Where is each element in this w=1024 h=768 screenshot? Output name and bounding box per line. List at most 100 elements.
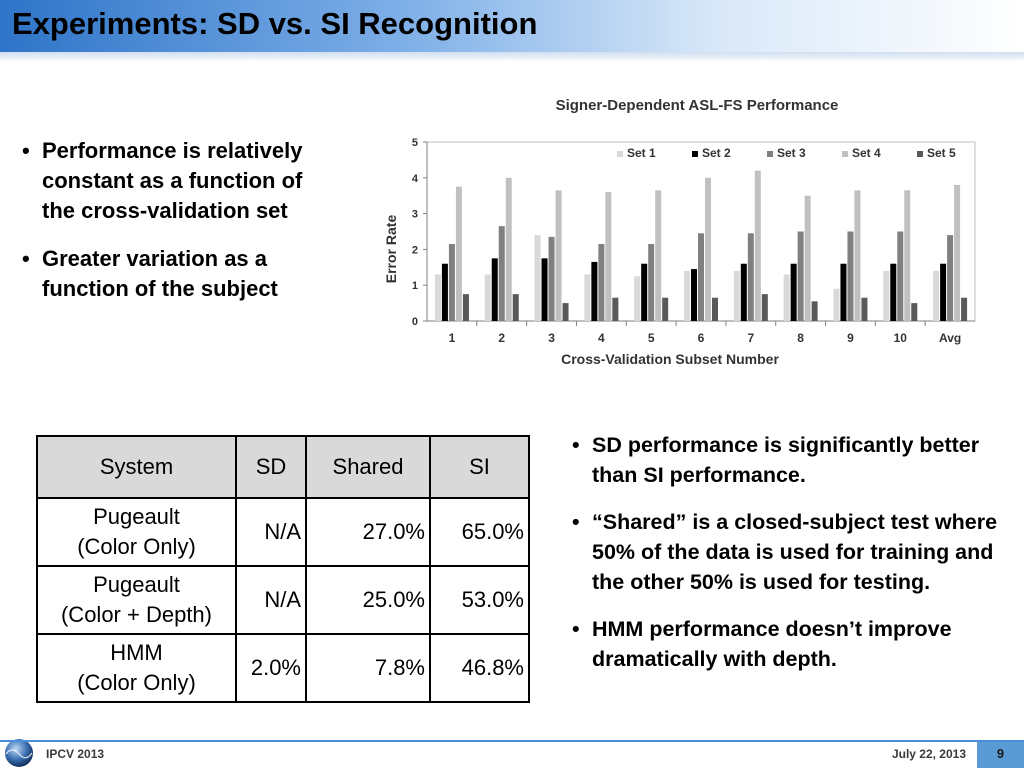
bullet-item: • Greater variation as a function of the … bbox=[20, 244, 340, 304]
si-cell: 53.0% bbox=[429, 565, 530, 635]
header-system: System bbox=[36, 435, 237, 499]
x-tick-label: 9 bbox=[847, 331, 854, 345]
bar-set-5 bbox=[861, 297, 868, 321]
bar-set-1 bbox=[783, 274, 790, 321]
system-name-line2: (Color + Depth) bbox=[60, 602, 212, 627]
bullet-text: Performance is relatively constant as a … bbox=[42, 138, 303, 223]
sd-cell: N/A bbox=[235, 565, 307, 635]
bullet-icon: • bbox=[22, 246, 30, 271]
legend-swatch bbox=[617, 151, 623, 157]
bar-set-1 bbox=[634, 276, 641, 321]
chart-bars bbox=[434, 170, 968, 321]
bar-set-3 bbox=[698, 233, 704, 321]
legend-label: Set 4 bbox=[852, 146, 881, 160]
page-number: 9 bbox=[996, 746, 1005, 761]
x-tick-label: 5 bbox=[648, 331, 655, 345]
bullet-item: • HMM performance doesn’t improve dramati… bbox=[570, 614, 1010, 674]
y-tick-label: 5 bbox=[412, 137, 418, 149]
chart-y-axis-label: Error Rate bbox=[383, 215, 399, 284]
bar-set-2 bbox=[691, 269, 697, 321]
bullet-icon: • bbox=[572, 510, 580, 534]
bar-set-5 bbox=[811, 301, 818, 321]
x-tick-label: 6 bbox=[698, 331, 705, 345]
x-tick-label: 3 bbox=[548, 331, 555, 345]
bar-set-4 bbox=[455, 186, 462, 321]
bar-set-3 bbox=[847, 231, 854, 321]
bar-set-1 bbox=[534, 235, 541, 321]
bar-set-5 bbox=[612, 297, 619, 321]
bar-set-2 bbox=[740, 263, 747, 321]
legend-swatch bbox=[842, 151, 848, 157]
bar-set-1 bbox=[684, 270, 690, 321]
right-bullet-list: • SD performance is significantly better … bbox=[570, 430, 1010, 691]
bullet-icon: • bbox=[572, 433, 580, 457]
title-bar-shadow bbox=[0, 52, 1024, 62]
bar-set-4 bbox=[904, 190, 911, 321]
bullet-item: • SD performance is significantly better … bbox=[570, 430, 1010, 490]
page-number-box: 9 bbox=[977, 742, 1024, 768]
x-tick-label: 10 bbox=[894, 331, 908, 345]
bar-set-2 bbox=[840, 263, 847, 321]
bar-set-3 bbox=[598, 244, 605, 321]
bar-set-3 bbox=[648, 244, 655, 321]
bar-set-3 bbox=[797, 231, 804, 321]
bar-set-4 bbox=[505, 177, 512, 321]
bar-set-1 bbox=[584, 274, 591, 321]
bullet-item: • “Shared” is a closed-subject test where… bbox=[570, 507, 1010, 597]
table-header-row: System SD Shared SI bbox=[36, 435, 530, 499]
bar-set-5 bbox=[512, 294, 519, 321]
bar-set-4 bbox=[804, 195, 811, 321]
legend-swatch bbox=[692, 151, 698, 157]
y-tick-label: 3 bbox=[412, 209, 418, 221]
bar-set-3 bbox=[747, 233, 754, 321]
x-tick-label: 7 bbox=[747, 331, 754, 345]
bar-set-2 bbox=[541, 258, 548, 321]
bar-set-3 bbox=[947, 235, 954, 321]
bullet-text: “Shared” is a closed-subject test where … bbox=[592, 510, 998, 594]
bar-set-4 bbox=[555, 190, 562, 321]
shared-cell: 27.0% bbox=[305, 497, 431, 567]
bar-set-5 bbox=[662, 297, 669, 321]
legend-label: Set 2 bbox=[702, 146, 731, 160]
bar-set-1 bbox=[434, 274, 441, 321]
bar-set-2 bbox=[790, 263, 797, 321]
bar-set-2 bbox=[441, 263, 448, 321]
system-name-cell: Pugeault (Color + Depth) bbox=[36, 565, 237, 635]
x-tick-label: Avg bbox=[939, 331, 961, 345]
bar-set-1 bbox=[484, 274, 491, 321]
sd-cell: 2.0% bbox=[235, 633, 307, 703]
bullet-icon: • bbox=[22, 138, 30, 163]
legend-swatch bbox=[767, 151, 773, 157]
bar-set-5 bbox=[961, 297, 968, 321]
bar-set-5 bbox=[562, 303, 569, 321]
chart-x-axis-label: Cross-Validation Subset Number bbox=[561, 351, 779, 367]
bar-set-4 bbox=[605, 192, 612, 321]
bar-set-2 bbox=[940, 263, 947, 321]
x-tick-label: 1 bbox=[449, 331, 456, 345]
bullet-icon: • bbox=[572, 617, 580, 641]
bar-set-2 bbox=[641, 263, 648, 321]
bar-set-4 bbox=[705, 177, 711, 321]
system-name-line1: Pugeault bbox=[93, 504, 180, 529]
header-shared: Shared bbox=[305, 435, 431, 499]
legend-label: Set 5 bbox=[927, 146, 956, 160]
bar-set-3 bbox=[897, 231, 904, 321]
x-tick-label: 4 bbox=[598, 331, 605, 345]
bar-set-2 bbox=[591, 261, 598, 321]
y-tick-label: 4 bbox=[412, 173, 419, 185]
shared-cell: 25.0% bbox=[305, 565, 431, 635]
bar-set-2 bbox=[491, 258, 498, 321]
system-name-cell: HMM (Color Only) bbox=[36, 633, 237, 703]
legend-label: Set 3 bbox=[777, 146, 806, 160]
slide-title: Experiments: SD vs. SI Recognition bbox=[12, 6, 538, 41]
chart-title: Signer-Dependent ASL-FS Performance bbox=[556, 97, 839, 114]
shared-cell: 7.8% bbox=[305, 633, 431, 703]
system-name-cell: Pugeault (Color Only) bbox=[36, 497, 237, 567]
si-cell: 46.8% bbox=[429, 633, 530, 703]
bullet-text: Greater variation as a function of the s… bbox=[42, 246, 278, 301]
bar-set-5 bbox=[761, 294, 768, 321]
footer-divider bbox=[0, 740, 1024, 742]
bullet-text: SD performance is significantly better t… bbox=[592, 433, 980, 487]
y-tick-label: 2 bbox=[412, 244, 418, 256]
bar-set-1 bbox=[833, 288, 840, 321]
